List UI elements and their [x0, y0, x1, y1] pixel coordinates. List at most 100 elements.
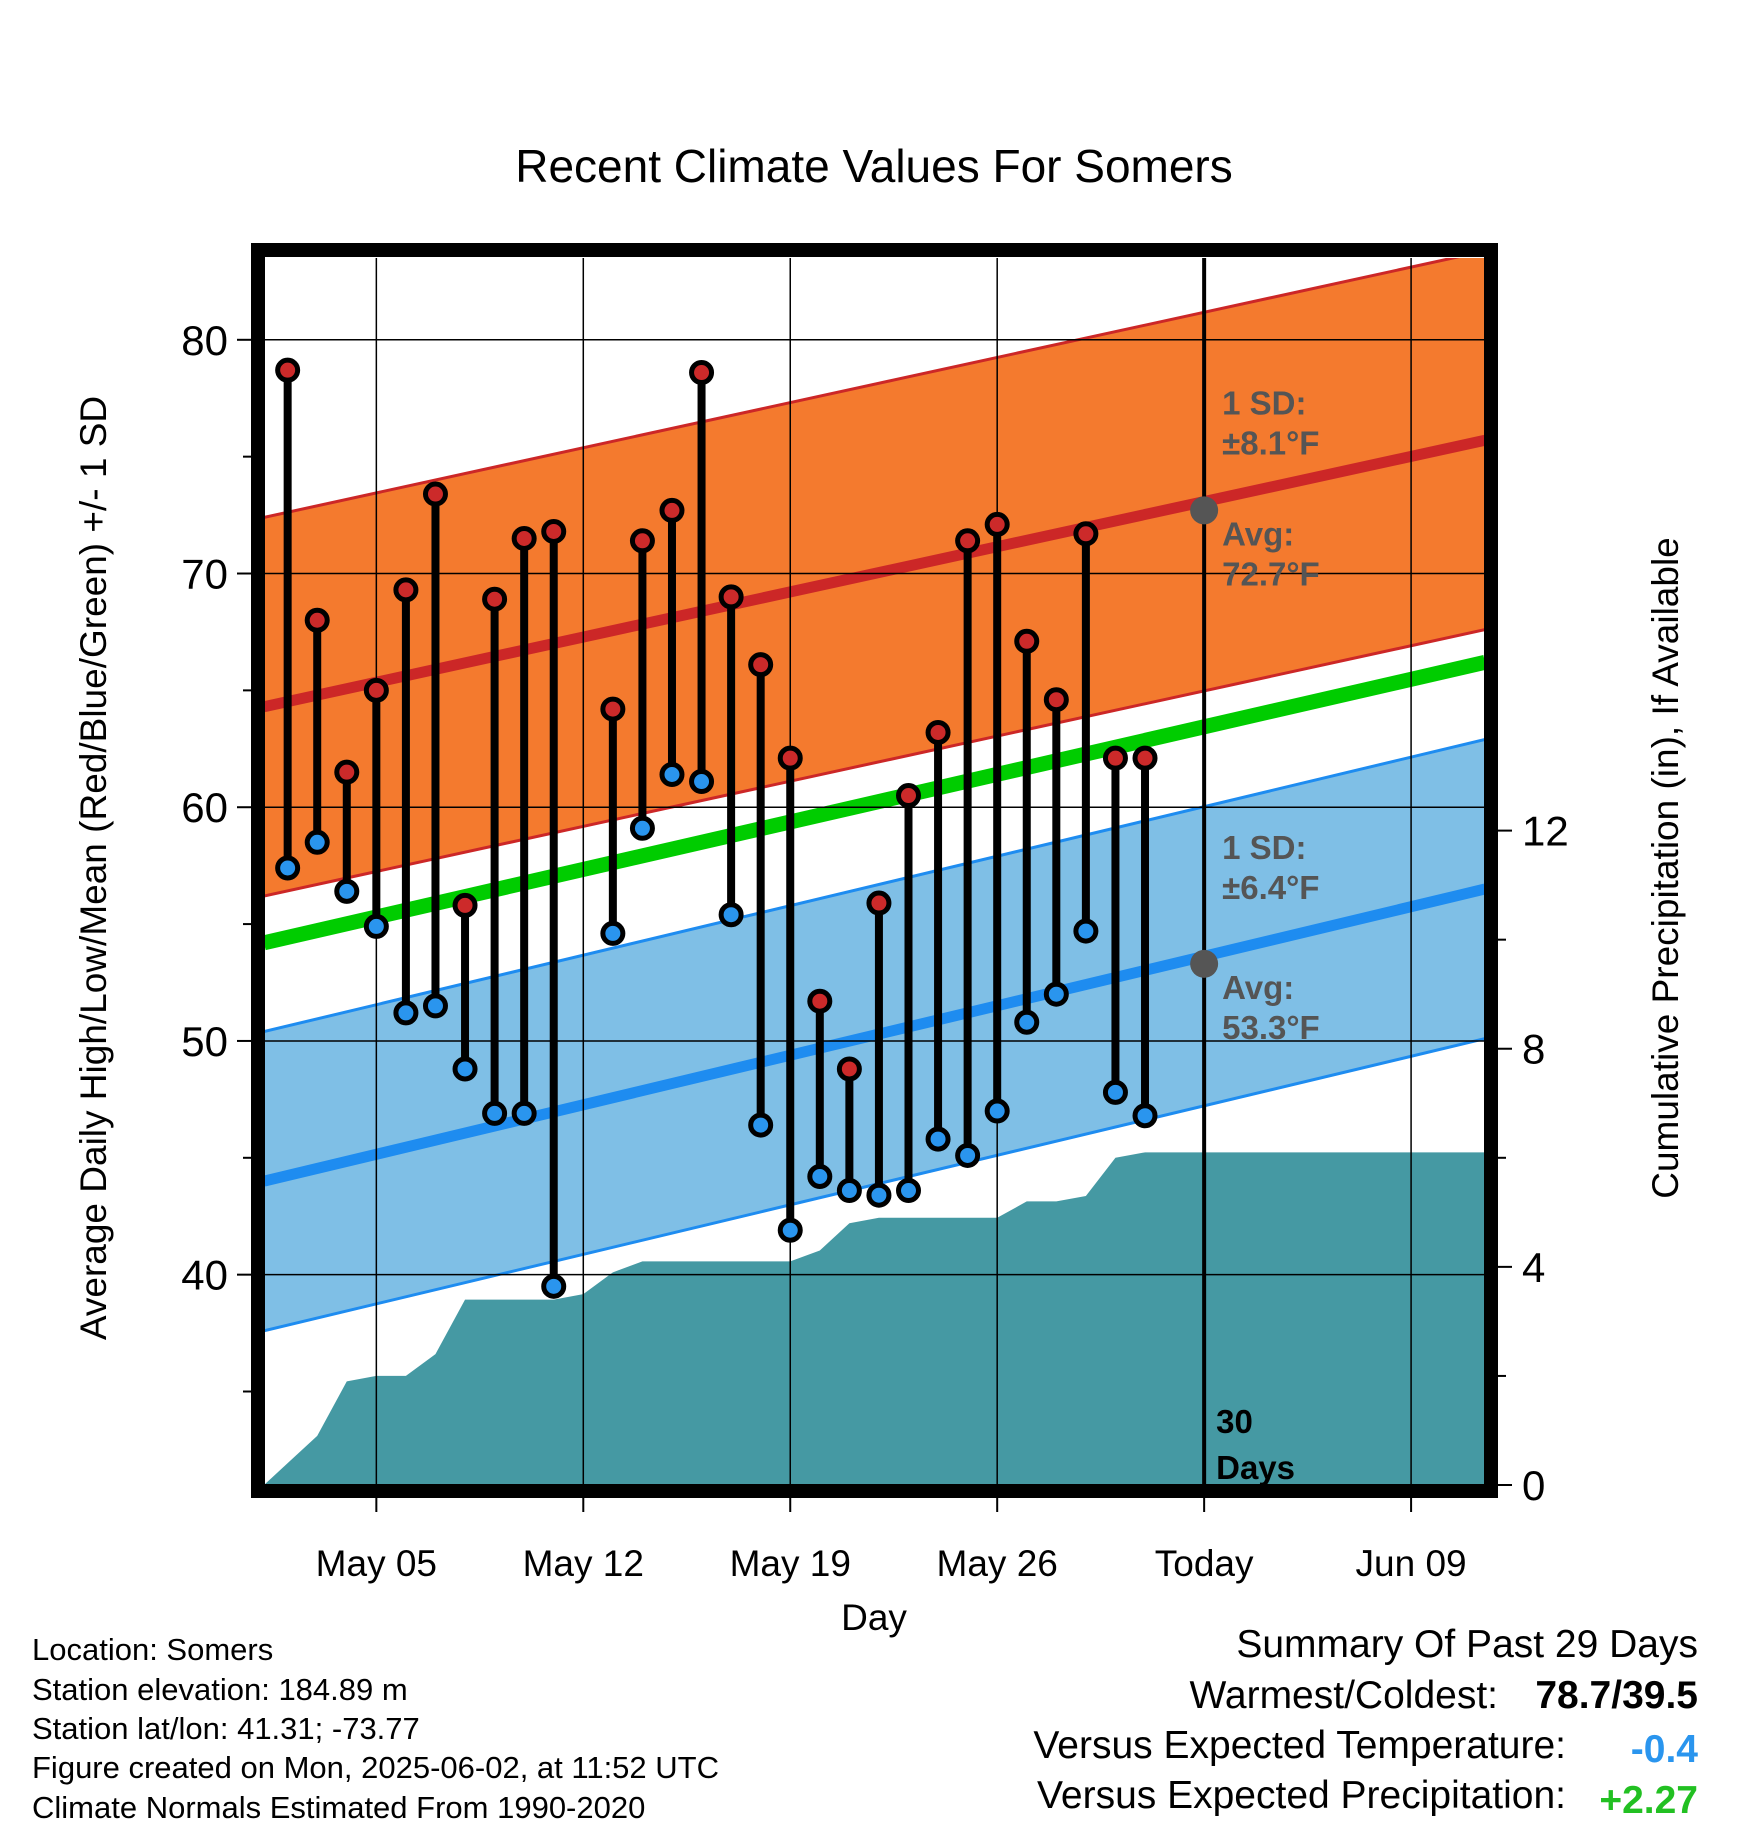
- y-tick-label-left: 50: [181, 1018, 228, 1065]
- daily-high-point: [511, 525, 537, 551]
- daily-low-point: [541, 1273, 567, 1299]
- daily-low-point: [659, 762, 685, 788]
- summary-title: Summary Of Past 29 Days: [1236, 1623, 1698, 1666]
- daily-low-point: [600, 920, 626, 946]
- daily-high-point: [393, 577, 419, 603]
- daily-low-point: [452, 1056, 478, 1082]
- daily-low-point: [925, 1126, 951, 1152]
- normal-low-line: [264, 883, 1485, 1187]
- daily-low-point: [422, 993, 448, 1019]
- daily-low-point: [1073, 918, 1099, 944]
- daily-high-point: [363, 677, 389, 703]
- daily-high-point: [1014, 628, 1040, 654]
- daily-low-point: [866, 1182, 892, 1208]
- daily-low-point: [748, 1112, 774, 1138]
- precipitation-area: [264, 1152, 1485, 1485]
- low-sd-value: ±6.4°F: [1222, 869, 1319, 906]
- x-tick-label: Today: [1155, 1543, 1254, 1584]
- footer-created: Figure created on Mon, 2025-06-02, at 11…: [32, 1750, 719, 1785]
- daily-low-point: [777, 1217, 803, 1243]
- footer-location: Location: Somers: [32, 1632, 273, 1667]
- y-tick-label-left: 80: [181, 317, 228, 364]
- footer-elevation: Station elevation: 184.89 m: [32, 1672, 408, 1707]
- window-days-label: Days: [1216, 1449, 1295, 1486]
- chart-title: Recent Climate Values For Somers: [515, 140, 1233, 192]
- x-tick-label: Jun 09: [1356, 1543, 1467, 1584]
- y-tick-label-right: 12: [1522, 808, 1569, 855]
- daily-high-point: [925, 719, 951, 745]
- daily-high-point: [689, 360, 715, 386]
- daily-low-point: [895, 1178, 921, 1204]
- daily-low-point: [511, 1100, 537, 1126]
- daily-high-point: [659, 497, 685, 523]
- y-tick-label-left: 60: [181, 784, 228, 831]
- normal-high-band-upper-edge: [264, 258, 1460, 519]
- daily-low-point: [482, 1100, 508, 1126]
- daily-high-point: [748, 652, 774, 678]
- x-tick-label: May 26: [937, 1543, 1058, 1584]
- summary-panel: Summary Of Past 29 Days Warmest/Coldest:…: [1033, 1623, 1698, 1822]
- daily-low-point: [1132, 1103, 1158, 1129]
- y-axis-label-left: Average Daily High/Low/Mean (Red/Blue/Gr…: [73, 396, 114, 1340]
- daily-high-point: [629, 528, 655, 554]
- daily-low-point: [1043, 981, 1069, 1007]
- daily-high-point: [866, 890, 892, 916]
- daily-high-point: [482, 586, 508, 612]
- summary-precip-value: +2.27: [1599, 1779, 1698, 1822]
- daily-low-point: [1014, 1009, 1040, 1035]
- normal-high-band-lower-edge: [264, 628, 1485, 898]
- daily-high-point: [422, 481, 448, 507]
- x-axis-label: Day: [841, 1597, 907, 1638]
- summary-separator: /: [1611, 1674, 1622, 1717]
- x-tick-label: May 19: [730, 1543, 851, 1584]
- x-tick-label: May 12: [523, 1543, 644, 1584]
- high-sd-label: 1 SD:: [1222, 384, 1306, 421]
- y-tick-label-left: 40: [181, 1252, 228, 1299]
- daily-high-point: [452, 892, 478, 918]
- daily-high-point: [807, 988, 833, 1014]
- high-avg-value: 72.7°F: [1222, 555, 1320, 592]
- daily-low-point: [363, 913, 389, 939]
- summary-warm-cold-value: 78.7/39.5: [1535, 1674, 1698, 1717]
- daily-high-point: [1102, 745, 1128, 771]
- daily-low-point: [275, 855, 301, 881]
- daily-low-point: [304, 829, 330, 855]
- summary-warm-cold-label: Warmest/Coldest:: [1190, 1674, 1498, 1717]
- y-tick-label-left: 70: [181, 551, 228, 598]
- today-high-average-marker: [1190, 496, 1219, 525]
- daily-low-point: [984, 1098, 1010, 1124]
- daily-high-point: [777, 745, 803, 771]
- daily-high-point: [334, 759, 360, 785]
- daily-high-point: [836, 1056, 862, 1082]
- footer-info: Location: Somers Station elevation: 184.…: [32, 1632, 719, 1825]
- daily-high-point: [1132, 745, 1158, 771]
- daily-low-point: [1102, 1079, 1128, 1105]
- daily-low-point: [334, 878, 360, 904]
- high-avg-label: Avg:: [1222, 515, 1294, 552]
- summary-warmest: 78.7: [1535, 1674, 1611, 1717]
- daily-low-point: [629, 815, 655, 841]
- y-tick-label-right: 4: [1522, 1244, 1545, 1291]
- daily-low-point: [955, 1142, 981, 1168]
- daily-low-point: [718, 902, 744, 928]
- summary-temp-value: -0.4: [1631, 1728, 1699, 1771]
- footer-normals: Climate Normals Estimated From 1990-2020: [32, 1790, 645, 1825]
- daily-high-point: [955, 528, 981, 554]
- low-sd-label: 1 SD:: [1222, 829, 1306, 866]
- daily-high-point: [895, 783, 921, 809]
- low-avg-value: 53.3°F: [1222, 1009, 1320, 1046]
- daily-high-point: [541, 518, 567, 544]
- daily-high-point: [984, 511, 1010, 537]
- today-low-average-marker: [1190, 949, 1219, 978]
- daily-high-point: [600, 696, 626, 722]
- y-tick-label-right: 0: [1522, 1462, 1545, 1509]
- footer-latlon: Station lat/lon: 41.31; -73.77: [32, 1711, 420, 1746]
- daily-high-point: [1043, 687, 1069, 713]
- window-days-count: 30: [1216, 1403, 1253, 1440]
- high-sd-value: ±8.1°F: [1222, 424, 1319, 461]
- low-avg-label: Avg:: [1222, 969, 1294, 1006]
- daily-high-point: [275, 357, 301, 383]
- plot-frame: [251, 243, 1498, 1498]
- x-tick-label: May 05: [316, 1543, 437, 1584]
